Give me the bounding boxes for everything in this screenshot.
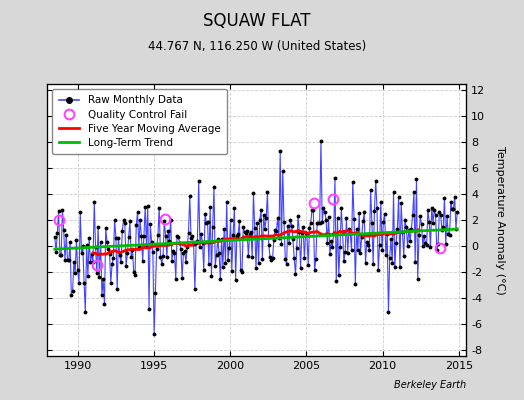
- Text: SQUAW FLAT: SQUAW FLAT: [203, 12, 311, 30]
- Y-axis label: Temperature Anomaly (°C): Temperature Anomaly (°C): [495, 146, 505, 294]
- Text: Berkeley Earth: Berkeley Earth: [394, 380, 466, 390]
- Legend: Raw Monthly Data, Quality Control Fail, Five Year Moving Average, Long-Term Tren: Raw Monthly Data, Quality Control Fail, …: [52, 89, 227, 154]
- Text: 44.767 N, 116.250 W (United States): 44.767 N, 116.250 W (United States): [148, 40, 366, 53]
